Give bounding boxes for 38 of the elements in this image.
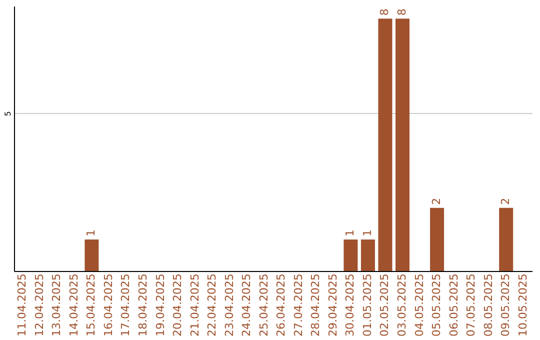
x-tick-label: 21.04.2025 xyxy=(188,274,202,336)
x-tick-label: 07.05.2025 xyxy=(464,274,478,336)
x-tick-label: 05.05.2025 xyxy=(430,274,444,336)
data-label: 1 xyxy=(360,229,374,236)
x-tick-label: 22.04.2025 xyxy=(206,274,219,336)
x-tick-label: 08.05.2025 xyxy=(482,274,495,336)
x-tick-label: 04.05.2025 xyxy=(412,274,426,336)
x-tick-label: 06.05.2025 xyxy=(447,274,460,336)
x-tick-label: 26.04.2025 xyxy=(274,274,288,336)
x-tick-label: 23.04.2025 xyxy=(222,274,236,336)
data-label: 8 xyxy=(396,8,408,16)
x-tick-label: 25.04.2025 xyxy=(257,274,270,336)
x-tick-label: 18.04.2025 xyxy=(136,274,150,336)
x-tick-label: 03.05.2025 xyxy=(396,274,408,336)
x-tick-label: 16.04.2025 xyxy=(102,274,115,336)
x-tick-label: 10.05.2025 xyxy=(516,274,530,336)
x-tick-label: 09.05.2025 xyxy=(499,274,512,336)
x-tick-label: 17.04.2025 xyxy=(119,274,132,336)
data-label: 8 xyxy=(378,8,392,16)
x-tick-label: 14.04.2025 xyxy=(67,274,80,336)
x-tick-label: 12.04.2025 xyxy=(32,274,46,336)
x-tick-label: 30.04.2025 xyxy=(344,274,357,336)
x-tick-label: 02.05.2025 xyxy=(378,274,392,336)
x-tick-label: 29.04.2025 xyxy=(326,274,340,336)
x-tick-label: 24.04.2025 xyxy=(240,274,254,336)
data-label: 1 xyxy=(344,229,357,236)
x-tick-label: 28.04.2025 xyxy=(309,274,322,336)
x-tick-label: 19.04.2025 xyxy=(154,274,167,336)
data-label: 2 xyxy=(430,198,444,205)
x-tick-label: 13.04.2025 xyxy=(50,274,64,336)
data-label: 2 xyxy=(499,198,512,205)
x-tick-label: 15.04.2025 xyxy=(84,274,98,336)
x-tick-label: 27.04.2025 xyxy=(292,274,305,336)
data-label: 1 xyxy=(84,229,98,236)
x-tick-label: 01.05.2025 xyxy=(360,274,374,336)
x-tick-label: 20.04.2025 xyxy=(171,274,184,336)
x-tick-label: 11.04.2025 xyxy=(16,274,29,336)
y-tick-label: 5 xyxy=(4,111,12,116)
